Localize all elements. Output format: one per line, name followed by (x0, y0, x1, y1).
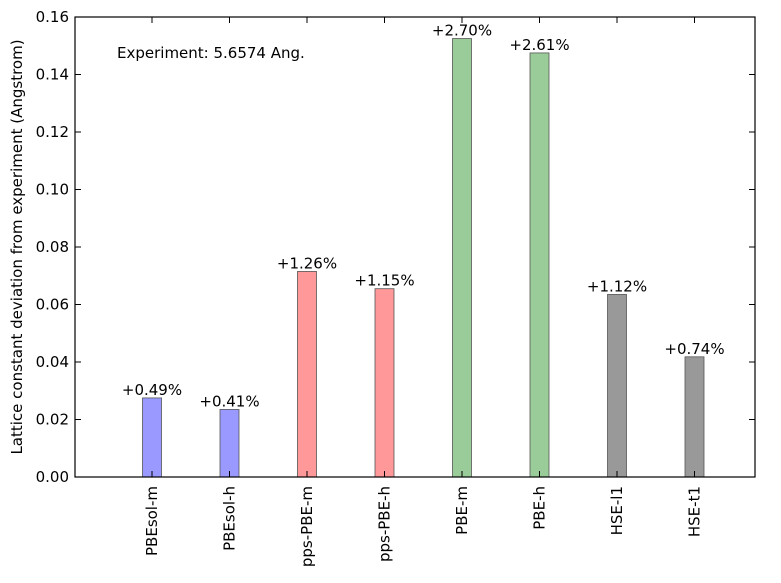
bar-value-label: +0.49% (122, 381, 182, 399)
y-tick-label: 0.04 (36, 353, 69, 371)
x-tick-label: HSE-l1 (608, 486, 626, 535)
y-tick-label: 0.00 (36, 468, 69, 486)
bar-value-label: +0.74% (664, 340, 724, 358)
y-tick-label: 0.16 (36, 8, 69, 26)
y-tick-label: 0.12 (36, 123, 69, 141)
y-tick-label: 0.10 (36, 181, 69, 199)
x-tick-label: PBE-m (453, 486, 471, 535)
y-axis-label: Lattice constant deviation from experime… (8, 39, 26, 454)
x-axis: PBEsol-m PBEsol-h pps-PBE-m pps-PBE-h PBE-m P… (143, 17, 704, 567)
plot-frame (74, 16, 756, 478)
bar-value-label: +1.15% (354, 272, 414, 290)
experiment-annotation: Experiment: 5.6574 Ang. (117, 44, 305, 62)
bar-labels-group: +0.49% +0.41% +1.26% +1.15% +2.70% +2.61% +1.1… (122, 22, 725, 411)
bar-hse-l1 (607, 294, 627, 478)
y-tick-label: 0.08 (36, 238, 69, 256)
y-tick-label: 0.14 (36, 66, 69, 84)
bar-pbesol-h (219, 409, 240, 478)
bar-pbe-m (452, 38, 472, 478)
x-tick-label: PBE-h (531, 486, 549, 530)
bar-pbesol-m (142, 397, 162, 478)
bar-value-label: +2.70% (432, 22, 492, 40)
bar-value-label: +0.41% (199, 392, 259, 410)
bar-value-label: +1.26% (277, 254, 337, 272)
y-tick-label: 0.02 (36, 411, 69, 429)
x-tick-label: pps-PBE-h (376, 486, 394, 562)
x-tick-label: HSE-t1 (686, 486, 704, 537)
bar-hse-t1 (684, 356, 705, 478)
bar-value-label: +1.12% (587, 277, 647, 295)
bars-group (142, 38, 705, 478)
y-tick-label: 0.06 (36, 296, 69, 314)
y-axis: 0.00 0.02 0.04 0.06 0.08 0.10 0.12 0.14 0.16 (36, 8, 755, 486)
x-tick-label: PBEsol-h (221, 486, 239, 551)
x-tick-label: pps-PBE-m (298, 486, 316, 567)
bar-value-label: +2.61% (509, 36, 569, 54)
bar-pps-pbe-h (374, 288, 395, 478)
x-tick-label: PBEsol-m (143, 486, 161, 556)
bar-pps-pbe-m (297, 271, 317, 478)
bar-pbe-h (529, 52, 550, 478)
